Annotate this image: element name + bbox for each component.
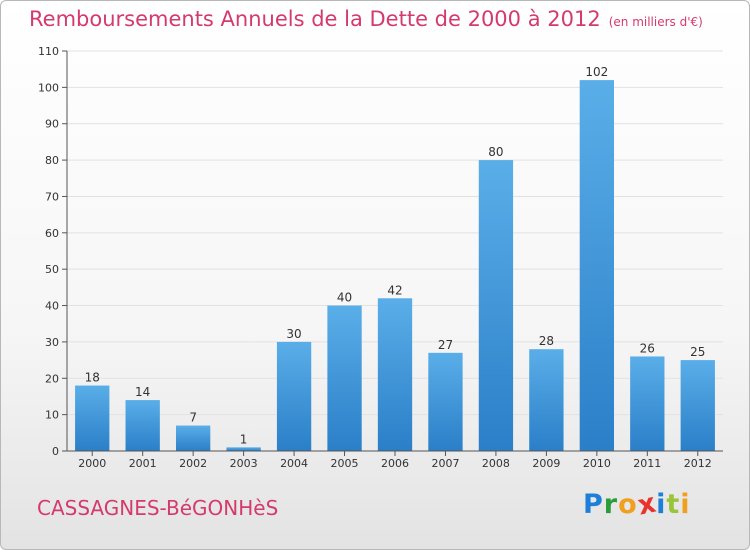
bar-2011 [630,356,665,451]
x-tick-label-2002: 2002 [179,457,207,470]
bar-2001 [125,400,160,451]
data-label-2009: 28 [539,334,554,348]
logo-letter: r [603,489,619,520]
data-label-2002: 7 [189,411,197,425]
data-label-2008: 80 [488,145,503,159]
x-tick-label-2006: 2006 [381,457,409,470]
data-label-2011: 26 [640,341,655,355]
chart-title: Remboursements Annuels de la Dette de 20… [29,7,703,31]
bars [75,80,715,451]
y-tick-label: 50 [45,263,59,276]
y-tick-label: 100 [38,81,59,94]
data-label-2010: 102 [585,65,608,79]
axes [62,50,723,456]
logo-letter: P [583,489,604,520]
bar-2002 [175,425,211,451]
bar-2004 [276,341,312,451]
bar-2003 [226,447,261,451]
data-label-2006: 42 [387,283,402,297]
y-tick-label: 80 [45,154,59,167]
bar-2000 [75,385,110,451]
y-tick-label: 70 [45,190,59,203]
data-label-2005: 40 [337,291,352,305]
y-tick-label: 60 [45,227,59,240]
logo-letter: o [618,489,638,520]
x-tick-label-2004: 2004 [280,457,308,470]
labels: 0 10 20 30 40 50 60 70 80 90 100 110 18 2000 14 2001 7 20… [38,45,712,470]
x-tick-label-2008: 2008 [482,457,510,470]
x-tick-label-2010: 2010 [583,457,611,470]
logo-letter: t [666,489,681,520]
bar-2005 [327,305,362,451]
x-tick-label-2000: 2000 [78,457,106,470]
x-tick-label-2011: 2011 [633,457,661,470]
data-label-2001: 14 [135,385,150,399]
data-label-2012: 25 [690,345,705,359]
chart-subtitle: (en milliers d'€) [608,15,703,29]
bar-2007 [428,352,463,451]
town-name: CASSAGNES-BéGONHèS [37,496,279,520]
y-tick-label: 20 [45,372,59,385]
x-tick-label-2007: 2007 [431,457,459,470]
bar-2012 [680,360,715,451]
y-tick-label: 90 [45,118,59,131]
data-label-2007: 27 [438,338,453,352]
y-tick-label: 0 [52,445,59,458]
logo-letter: i [680,489,691,520]
data-label-2003: 1 [240,432,248,446]
bar-2006 [377,298,413,451]
data-label-2000: 18 [85,371,100,385]
bar-2010 [579,80,615,451]
x-tick-label-2003: 2003 [230,457,258,470]
bar-2009 [529,349,564,451]
x-tick-label-2001: 2001 [129,457,157,470]
y-tick-label: 40 [45,300,59,313]
y-tick-label: 30 [45,336,59,349]
logo-letter: i [656,489,667,520]
data-label-2004: 30 [286,327,301,341]
bar-2008 [478,160,514,451]
x-tick-label-2005: 2005 [331,457,359,470]
y-tick-label: 110 [38,45,59,58]
x-tick-label-2012: 2012 [684,457,712,470]
chart-title-text: Remboursements Annuels de la Dette de 20… [29,7,601,31]
y-tick-label: 10 [45,409,59,422]
proxiti-logo: Proxiti [583,487,691,521]
x-tick-label-2009: 2009 [532,457,560,470]
